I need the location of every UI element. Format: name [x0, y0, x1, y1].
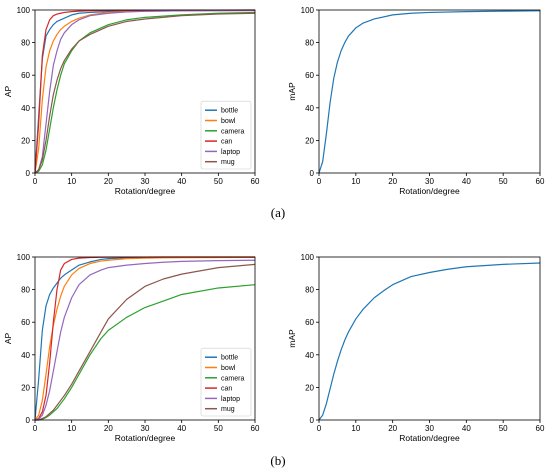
x-tick-label: 0: [33, 177, 38, 186]
y-tick-label: 60: [21, 71, 30, 80]
x-tick-label: 40: [177, 424, 186, 433]
x-axis-label: Rotation/degree: [399, 433, 460, 443]
series-line-laptop: [34, 9, 256, 174]
y-tick-label: 0: [26, 416, 31, 425]
y-tick-label: 0: [26, 169, 31, 178]
series-line-mug: [34, 12, 256, 174]
x-tick-label: 40: [462, 424, 471, 433]
x-tick-label: 10: [351, 177, 360, 186]
x-tick-label: 50: [499, 424, 508, 433]
x-tick-label: 50: [214, 424, 223, 433]
plot-frame: [318, 9, 541, 174]
legend-label-bowl: bowl: [221, 118, 236, 125]
x-tick-label: 20: [388, 424, 397, 433]
y-tick-label: 80: [21, 39, 30, 48]
y-tick-label: 60: [305, 71, 314, 80]
y-tick-label: 0: [310, 169, 315, 178]
x-tick-label: 10: [351, 424, 360, 433]
legend-label-camera: camera: [221, 375, 244, 382]
x-tick-label: 20: [388, 177, 397, 186]
x-tick-label: 60: [536, 177, 545, 186]
legend-label-bowl: bowl: [221, 365, 236, 372]
x-tick-label: 30: [141, 424, 150, 433]
plot-frame: [318, 256, 541, 421]
x-axis-label: Rotation/degree: [399, 186, 460, 196]
x-tick-label: 0: [33, 424, 38, 433]
series-line-map: [318, 10, 541, 174]
y-tick-label: 60: [21, 318, 30, 327]
y-tick-label: 40: [305, 104, 314, 113]
y-tick-label: 100: [17, 253, 31, 262]
y-tick-label: 80: [305, 286, 314, 295]
legend-label-laptop: laptop: [221, 396, 240, 403]
y-axis-label: AP: [3, 86, 13, 98]
x-tick-label: 60: [251, 177, 260, 186]
series-line-bowl: [34, 256, 256, 421]
legend-label-bottle: bottle: [221, 108, 238, 115]
y-tick-label: 60: [305, 318, 314, 327]
y-tick-label: 100: [301, 253, 315, 262]
legend-label-can: can: [221, 139, 232, 146]
x-tick-label: 20: [104, 177, 113, 186]
x-axis-label: Rotation/degree: [115, 186, 176, 196]
series-line-map: [318, 262, 541, 421]
legend-label-can: can: [221, 386, 232, 393]
legend-label-mug: mug: [221, 406, 235, 413]
chart-panel-a-right: [316, 9, 541, 176]
x-tick-label: 50: [499, 177, 508, 186]
x-tick-label: 50: [214, 177, 223, 186]
x-tick-label: 0: [317, 424, 322, 433]
x-axis-label: Rotation/degree: [115, 433, 176, 443]
x-tick-label: 40: [177, 177, 186, 186]
x-tick-label: 60: [536, 424, 545, 433]
y-tick-label: 20: [305, 136, 314, 145]
x-tick-label: 0: [317, 177, 322, 186]
x-tick-label: 30: [425, 177, 434, 186]
y-tick-label: 80: [21, 286, 30, 295]
series-line-mug: [35, 263, 256, 421]
y-tick-label: 0: [310, 416, 315, 425]
x-tick-label: 60: [251, 424, 260, 433]
x-tick-label: 30: [141, 177, 150, 186]
legend-label-mug: mug: [221, 159, 235, 166]
y-tick-label: 20: [21, 136, 30, 145]
x-tick-label: 10: [67, 424, 76, 433]
series-line-camera: [35, 284, 256, 421]
chart-panel-b-left: [32, 256, 256, 423]
y-tick-label: 20: [305, 383, 314, 392]
y-tick-label: 40: [21, 351, 30, 360]
y-tick-label: 40: [305, 351, 314, 360]
x-tick-label: 20: [104, 424, 113, 433]
y-axis-label: mAP: [287, 329, 297, 348]
chart-panel-b-right: [316, 256, 541, 423]
x-tick-label: 40: [462, 177, 471, 186]
subfigure-label-a: (a): [271, 205, 285, 220]
y-axis-label: AP: [3, 333, 13, 345]
y-tick-label: 100: [17, 6, 31, 15]
y-tick-label: 80: [305, 39, 314, 48]
legend-label-camera: camera: [221, 128, 244, 135]
x-tick-label: 30: [425, 424, 434, 433]
series-line-camera: [34, 11, 256, 174]
x-tick-label: 10: [67, 177, 76, 186]
series-line-laptop: [34, 259, 256, 421]
legend-label-laptop: laptop: [221, 149, 240, 156]
y-axis-label: mAP: [287, 82, 297, 101]
chart-panel-a-left: [32, 9, 256, 176]
y-tick-label: 40: [21, 104, 30, 113]
y-tick-label: 100: [301, 6, 315, 15]
subfigure-label-b: (b): [270, 453, 285, 468]
y-tick-label: 20: [21, 383, 30, 392]
legend-label-bottle: bottle: [221, 355, 238, 362]
